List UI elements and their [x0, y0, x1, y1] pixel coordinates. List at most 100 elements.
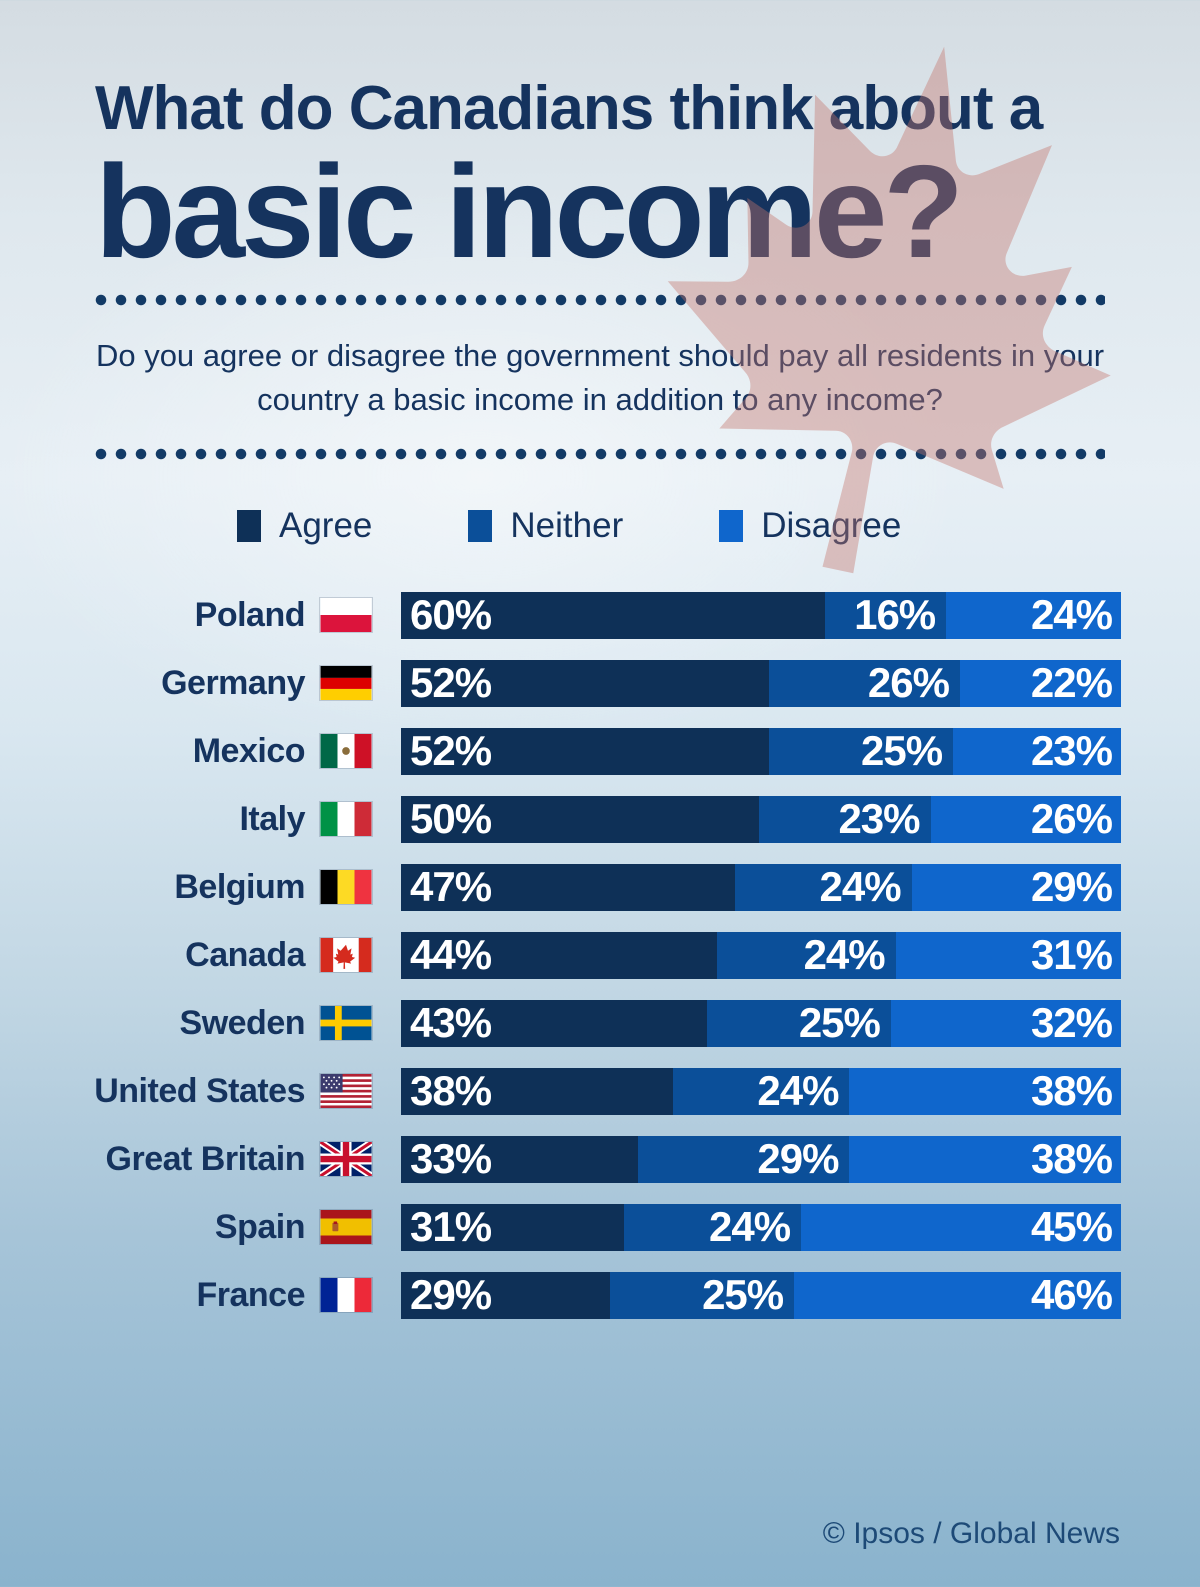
disagree-segment: 46%: [794, 1271, 1121, 1319]
disagree-segment: 29%: [911, 863, 1121, 911]
disagree-value: 38%: [1030, 1135, 1113, 1183]
disagree-value: 24%: [1030, 591, 1113, 639]
chart-row: Canada 44% 24% 31%: [60, 931, 1121, 979]
stacked-bar: 47% 24% 29%: [401, 863, 1121, 911]
neither-value: 23%: [838, 795, 920, 843]
neither-segment: 25%: [769, 727, 954, 775]
neither-value: 25%: [798, 999, 881, 1047]
agree-segment: 50%: [401, 795, 759, 843]
disagree-segment: 32%: [890, 999, 1121, 1047]
title-line-1: What do Canadians think about a: [95, 74, 1043, 143]
sweden-flag-icon: [320, 1006, 372, 1041]
country-label: Germany: [161, 663, 305, 702]
france-flag-icon: [320, 1278, 372, 1313]
disagree-segment: 24%: [946, 591, 1121, 639]
canada-flag-icon: [320, 938, 372, 973]
neither-value: 24%: [708, 1203, 791, 1251]
neither-value: 24%: [803, 931, 886, 979]
poland-flag-icon: [320, 598, 372, 633]
neither-segment: 25%: [610, 1271, 795, 1319]
neither-segment: 16%: [824, 591, 947, 639]
disagree-value: 29%: [1030, 863, 1113, 911]
stacked-bar-chart: Poland 60% 16% 24% Germany 52% 26% 22% Mexico 52%…: [60, 591, 1121, 1319]
neither-segment: 24%: [717, 931, 896, 979]
neither-value: 25%: [702, 1271, 784, 1319]
agree-segment: 33%: [401, 1135, 639, 1183]
dotted-divider-bottom: [95, 447, 1105, 460]
chart-row: France 29% 25% 46%: [60, 1271, 1121, 1319]
agree-segment: 52%: [401, 727, 770, 775]
chart-row: Belgium 47% 24% 29%: [60, 863, 1121, 911]
disagree-swatch-icon: [719, 509, 744, 542]
disagree-value: 32%: [1030, 999, 1113, 1047]
chart-row: Spain 31% 24% 45%: [60, 1203, 1121, 1251]
agree-value: 47%: [410, 863, 492, 911]
agree-segment: 29%: [401, 1271, 611, 1319]
legend-item-disagree: Disagree: [719, 506, 901, 546]
gb-flag-icon: [320, 1142, 372, 1177]
neither-value: 24%: [819, 863, 902, 911]
usa-flag-icon: [320, 1074, 372, 1109]
agree-segment: 43%: [401, 999, 708, 1047]
agree-segment: 52%: [401, 659, 770, 707]
agree-segment: 38%: [401, 1067, 673, 1115]
legend-label: Agree: [279, 505, 373, 545]
stacked-bar: 38% 24% 38%: [401, 1067, 1121, 1115]
country-label: Sweden: [179, 1003, 306, 1042]
neither-value: 25%: [861, 727, 943, 775]
chart-row: United States 38% 24% 38%: [60, 1067, 1121, 1115]
chart-row: Sweden 43% 25% 32%: [60, 999, 1121, 1047]
title-line-2: basic income?: [95, 138, 964, 286]
stacked-bar: 50% 23% 26%: [401, 795, 1121, 843]
stacked-bar: 52% 26% 22%: [401, 659, 1121, 707]
chart-row: Germany 52% 26% 22%: [60, 659, 1121, 707]
legend-label: Neither: [510, 505, 624, 545]
country-label: United States: [94, 1071, 305, 1110]
country-label: Belgium: [174, 867, 305, 906]
page-title: What do Canadians think about a basic in…: [95, 74, 1200, 286]
belgium-flag-icon: [320, 870, 372, 905]
agree-value: 44%: [410, 931, 492, 979]
disagree-value: 22%: [1030, 659, 1113, 707]
neither-value: 16%: [854, 591, 936, 639]
disagree-value: 26%: [1030, 795, 1113, 843]
legend-item-agree: Agree: [237, 506, 372, 546]
stacked-bar: 31% 24% 45%: [401, 1203, 1121, 1251]
agree-value: 43%: [410, 999, 492, 1047]
chart-row: Mexico 52% 25% 23%: [60, 727, 1121, 775]
country-label: Canada: [185, 935, 305, 974]
stacked-bar: 33% 29% 38%: [401, 1135, 1121, 1183]
disagree-segment: 38%: [849, 1135, 1121, 1183]
disagree-segment: 23%: [953, 727, 1121, 775]
country-label: Great Britain: [105, 1139, 306, 1178]
disagree-segment: 45%: [801, 1203, 1121, 1251]
neither-segment: 24%: [672, 1067, 850, 1115]
germany-flag-icon: [320, 666, 372, 701]
chart-row: Poland 60% 16% 24%: [60, 591, 1121, 639]
agree-value: 29%: [410, 1271, 492, 1319]
legend-item-neither: Neither: [468, 506, 623, 546]
disagree-value: 31%: [1030, 931, 1113, 979]
country-label: Spain: [214, 1207, 306, 1246]
italy-flag-icon: [320, 802, 372, 837]
neither-segment: 23%: [758, 795, 931, 843]
agree-value: 52%: [410, 659, 492, 707]
country-label: Italy: [239, 799, 305, 838]
disagree-value: 38%: [1030, 1067, 1113, 1115]
disagree-value: 23%: [1030, 727, 1113, 775]
disagree-value: 45%: [1030, 1203, 1113, 1251]
agree-segment: 47%: [401, 863, 735, 911]
mexico-flag-icon: [320, 734, 372, 769]
disagree-segment: 22%: [959, 659, 1121, 707]
stacked-bar: 29% 25% 46%: [401, 1271, 1121, 1319]
disagree-value: 46%: [1030, 1271, 1113, 1319]
agree-value: 33%: [410, 1135, 492, 1183]
disagree-segment: 31%: [895, 931, 1121, 979]
stacked-bar: 60% 16% 24%: [401, 591, 1121, 639]
source-credit: © Ipsos / Global News: [822, 1517, 1120, 1550]
dotted-divider-top: [95, 293, 1105, 306]
agree-value: 31%: [410, 1203, 492, 1251]
spain-flag-icon: [320, 1210, 372, 1245]
country-label: Poland: [194, 595, 306, 634]
country-label: France: [196, 1275, 306, 1314]
